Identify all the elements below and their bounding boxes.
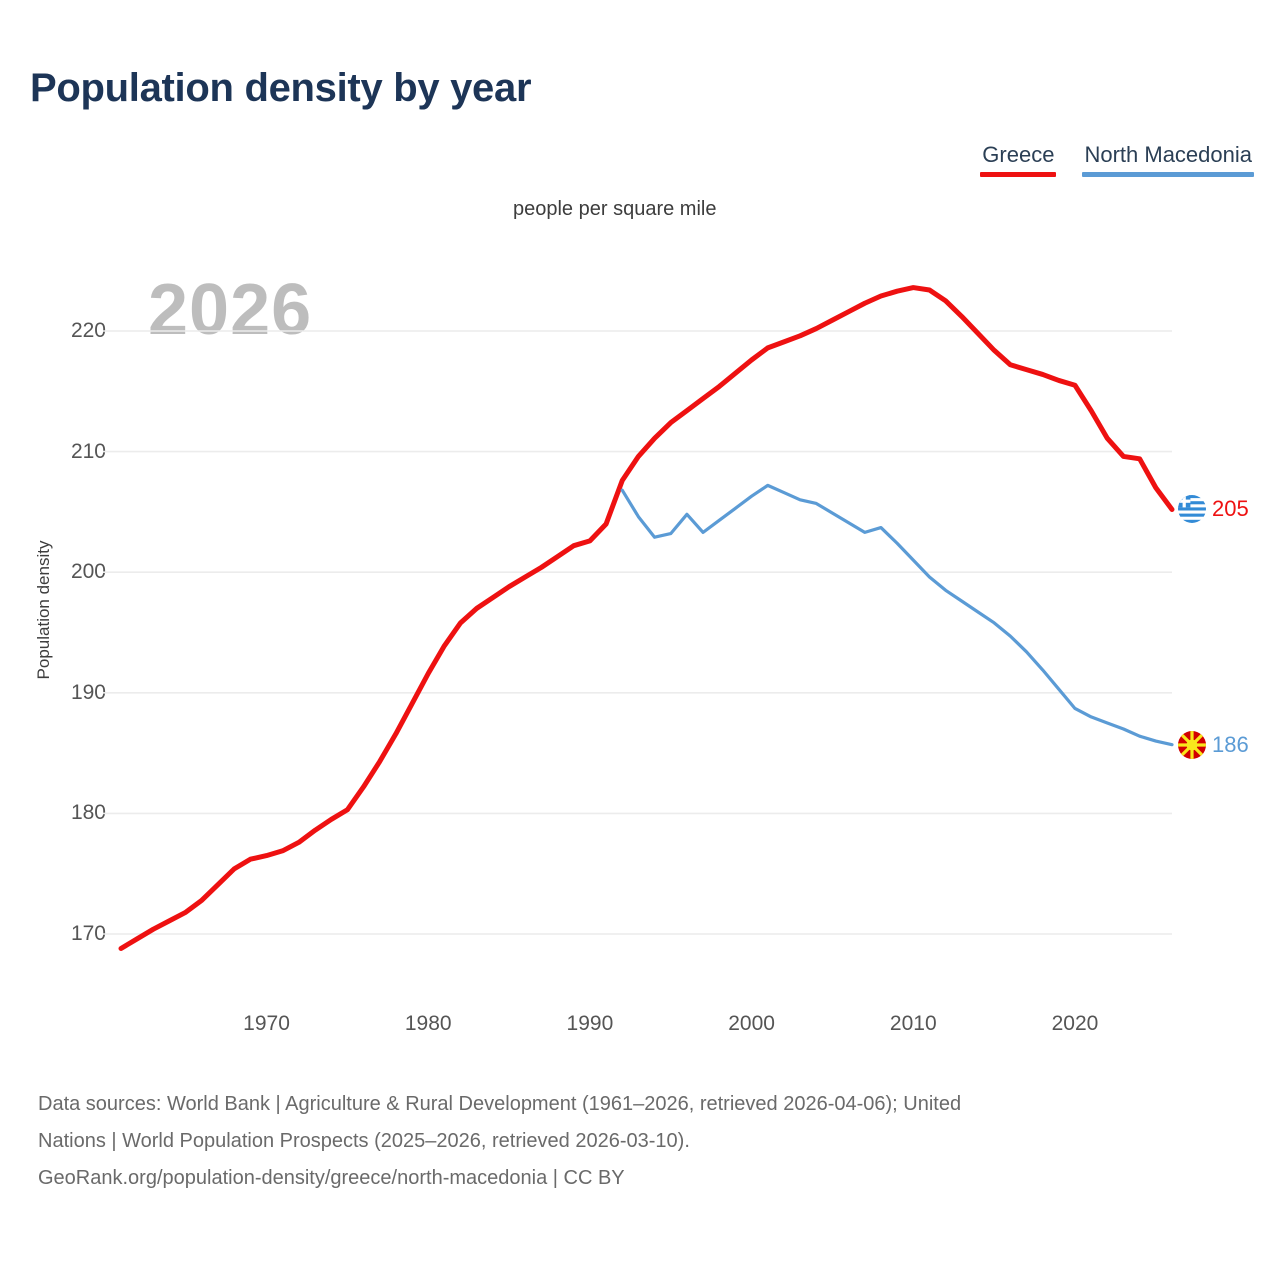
footer-line-2: Nations | World Population Prospects (20… <box>38 1130 690 1152</box>
chart-plot-area: Population density 170 180 190 200 210 220 19… <box>34 0 1175 1060</box>
x-tick-label: 2020 <box>1051 1012 1099 1035</box>
y-tick-label: 220 <box>70 319 106 342</box>
y-tick-label: 210 <box>70 439 106 463</box>
x-tick-label: 2010 <box>889 1012 937 1035</box>
legend-label-north-macedonia: North Macedonia <box>1084 142 1252 167</box>
y-tick-label: 200 <box>70 560 106 584</box>
x-tick-label: 1970 <box>243 1012 290 1035</box>
chart-subtitle: people per square mile <box>513 198 717 220</box>
end-value-north-macedonia: 186 <box>1212 731 1249 757</box>
legend-item-north-macedonia[interactable]: North Macedonia <box>1082 142 1254 177</box>
page-title: Population density by year <box>30 66 532 110</box>
end-label-north-macedonia: 186 <box>1178 730 1249 759</box>
y-axis-ticks: 170 180 190 200 210 220 <box>34 0 106 1060</box>
chart-footer: Data sources: World Bank | Agriculture &… <box>38 1086 1258 1197</box>
x-tick-label: 1980 <box>404 1012 452 1035</box>
x-tick-label: 2000 <box>728 1012 775 1035</box>
series-line-north-macedonia <box>620 483 1174 747</box>
legend-swatch-north-macedonia <box>1082 172 1254 177</box>
footer-line-3: GeoRank.org/population-density/greece/no… <box>38 1167 625 1189</box>
series-line-greece <box>118 285 1175 951</box>
end-value-greece: 205 <box>1212 496 1249 522</box>
end-label-greece: 205 <box>1178 495 1249 524</box>
chart-svg <box>103 285 1175 951</box>
year-watermark: 2026 <box>148 270 313 350</box>
legend-swatch-greece <box>980 172 1057 177</box>
legend-item-greece[interactable]: Greece <box>980 142 1057 177</box>
x-tick-label: 1990 <box>566 1012 614 1035</box>
legend-label-greece: Greece <box>982 142 1055 167</box>
north-macedonia-flag-icon <box>1178 730 1206 759</box>
chart-legend: Greece North Macedonia <box>980 142 1254 177</box>
y-tick-label: 170 <box>70 922 106 945</box>
footer-line-1: Data sources: World Bank | Agriculture &… <box>38 1093 962 1115</box>
y-tick-label: 190 <box>70 680 106 704</box>
y-tick-label: 180 <box>70 801 106 825</box>
greece-flag-icon <box>1178 495 1206 524</box>
